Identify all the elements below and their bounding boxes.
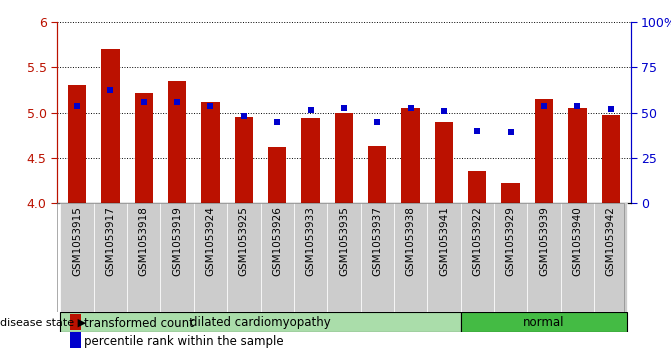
Bar	[135, 93, 153, 203]
Text: GSM1053917: GSM1053917	[105, 207, 115, 276]
Text: GSM1053918: GSM1053918	[139, 207, 149, 276]
Bar	[235, 117, 253, 203]
Text: GSM1053935: GSM1053935	[339, 207, 349, 276]
Bar	[260, 203, 294, 312]
Point	[572, 103, 582, 109]
Bar	[561, 203, 594, 312]
Bar	[427, 203, 460, 312]
Text: GSM1053938: GSM1053938	[405, 207, 415, 276]
Bar	[394, 203, 427, 312]
Text: GSM1053941: GSM1053941	[439, 207, 449, 276]
Bar	[360, 203, 394, 312]
Point	[439, 108, 450, 114]
Point	[272, 119, 282, 125]
Bar	[301, 118, 319, 203]
Bar	[401, 108, 420, 203]
Text: GSM1053925: GSM1053925	[239, 207, 249, 276]
Point	[372, 119, 382, 125]
Bar	[127, 203, 160, 312]
Bar	[468, 171, 486, 203]
Text: transformed count: transformed count	[84, 317, 194, 330]
Bar	[535, 99, 553, 203]
Bar	[101, 49, 119, 203]
Point	[338, 105, 349, 111]
Point	[605, 106, 616, 112]
Point	[505, 130, 516, 135]
Text: GSM1053926: GSM1053926	[272, 207, 282, 276]
Bar	[327, 203, 360, 312]
Text: GSM1053942: GSM1053942	[606, 207, 616, 276]
Text: GSM1053939: GSM1053939	[539, 207, 549, 276]
Bar	[268, 147, 287, 203]
Point	[172, 99, 183, 105]
Text: GSM1053919: GSM1053919	[172, 207, 182, 276]
Text: GSM1053929: GSM1053929	[506, 207, 515, 276]
Bar	[594, 203, 627, 312]
Bar	[460, 203, 494, 312]
Point	[105, 87, 116, 93]
Point	[205, 103, 216, 109]
Bar	[194, 203, 227, 312]
Text: GSM1053937: GSM1053937	[372, 207, 382, 276]
Bar	[568, 108, 586, 203]
Point	[305, 107, 316, 113]
Point	[472, 128, 482, 134]
Text: GSM1053933: GSM1053933	[305, 207, 315, 276]
Bar	[60, 203, 94, 312]
Text: GSM1053924: GSM1053924	[205, 207, 215, 276]
Bar	[294, 203, 327, 312]
Point	[539, 103, 550, 109]
Bar	[460, 312, 627, 332]
Bar	[602, 115, 620, 203]
Bar	[201, 102, 219, 203]
Bar	[527, 203, 561, 312]
Bar	[501, 183, 520, 203]
Text: dilated cardiomyopathy: dilated cardiomyopathy	[190, 316, 331, 329]
Text: disease state ▶: disease state ▶	[0, 317, 86, 327]
Bar	[494, 203, 527, 312]
Bar	[168, 81, 187, 203]
Point	[238, 113, 249, 119]
Point	[138, 99, 149, 105]
Bar	[227, 203, 260, 312]
Bar	[160, 203, 194, 312]
Bar	[335, 113, 353, 203]
Point	[405, 105, 416, 111]
Text: GSM1053915: GSM1053915	[72, 207, 82, 276]
Text: percentile rank within the sample: percentile rank within the sample	[84, 335, 284, 348]
Bar	[68, 85, 86, 203]
Text: GSM1053922: GSM1053922	[472, 207, 482, 276]
Text: GSM1053940: GSM1053940	[572, 207, 582, 276]
Bar	[60, 312, 460, 332]
Bar	[94, 203, 127, 312]
Point	[72, 103, 83, 109]
Bar	[368, 146, 386, 203]
Bar	[435, 122, 453, 203]
Text: normal: normal	[523, 316, 565, 329]
